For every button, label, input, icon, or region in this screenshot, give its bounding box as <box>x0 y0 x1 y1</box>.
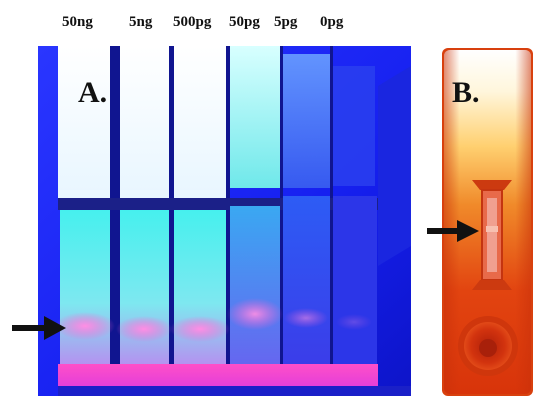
sample-pads <box>58 46 411 266</box>
panel-b-cassette-photo: B. <box>442 48 533 396</box>
cassette-image <box>442 48 533 396</box>
concentration-label-0pg: 0pg <box>320 14 344 30</box>
membranes <box>60 196 377 380</box>
concentration-label-5pg: 5pg <box>274 14 298 30</box>
panel-b-label: B. <box>452 76 480 109</box>
concentration-label-50pg: 50pg <box>229 14 260 30</box>
panel-a-uv-strips-photo: A. <box>38 46 411 396</box>
panel-a-label: A. <box>78 76 108 109</box>
strip-separators <box>110 46 333 396</box>
test-lines <box>55 298 372 342</box>
result-window <box>472 180 512 290</box>
arrow-right-icon <box>427 220 479 247</box>
sample-well <box>458 316 518 376</box>
concentration-label-500pg: 500pg <box>173 14 212 30</box>
uv-strips-image <box>38 46 411 396</box>
arrow-right-icon <box>12 316 66 345</box>
concentration-label-5ng: 5ng <box>129 14 153 30</box>
concentration-label-50ng: 50ng <box>62 14 93 30</box>
